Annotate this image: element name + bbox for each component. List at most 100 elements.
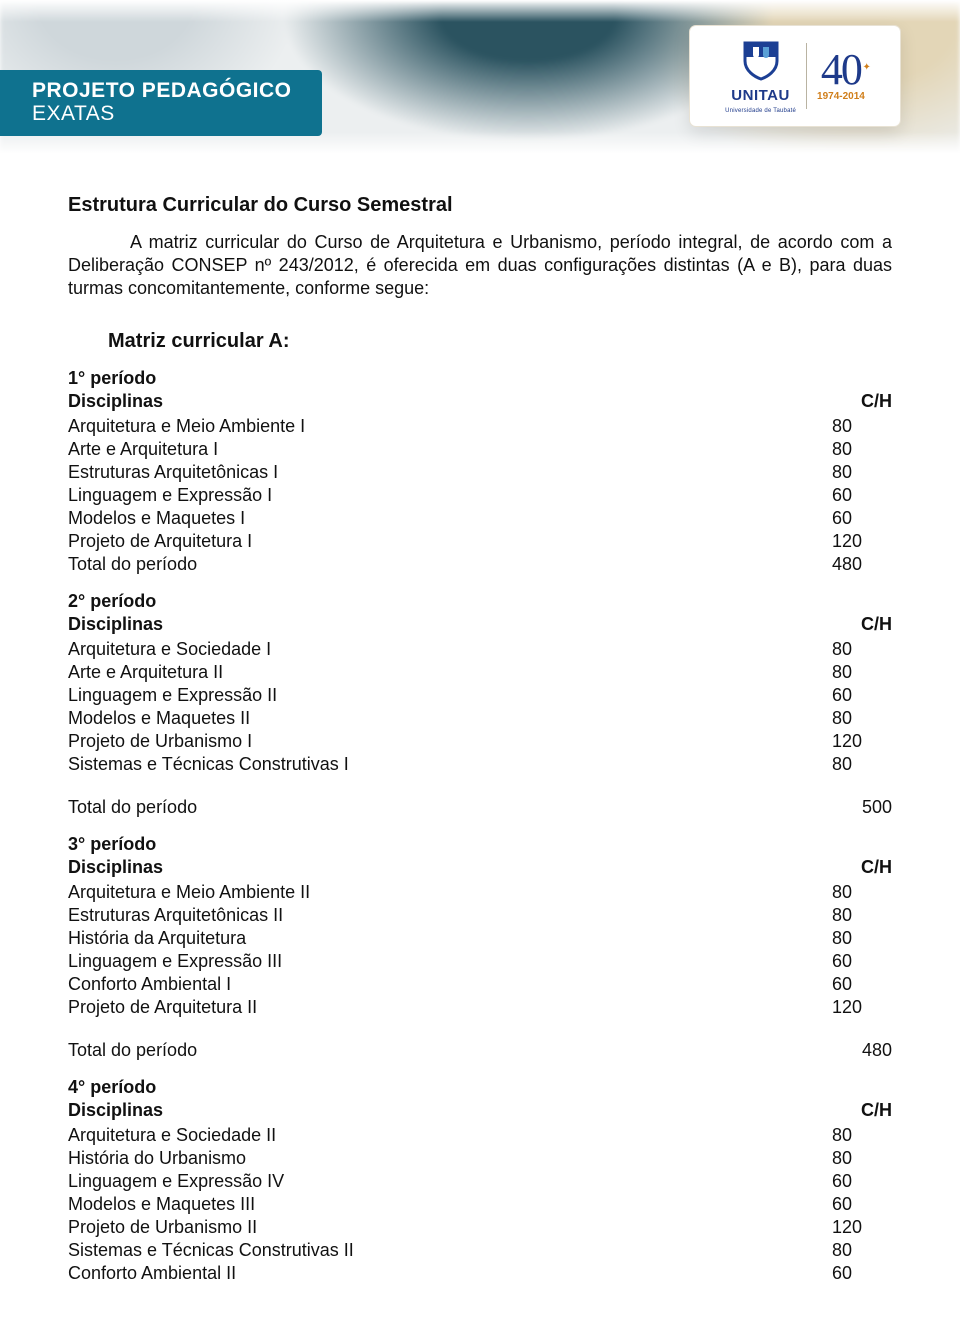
discipline-name: Linguagem e Expressão IV (68, 1170, 832, 1193)
forty-years-logo: 40 ✦ 1974-2014 (817, 51, 865, 102)
discipline-row: Estruturas Arquitetônicas I80 (68, 461, 892, 484)
discipline-row: Arquitetura e Sociedade I80 (68, 638, 892, 661)
discipline-name: Arquitetura e Sociedade I (68, 638, 832, 661)
banner-title-line2: EXATAS (32, 102, 292, 126)
discipline-name: Projeto de Urbanismo I (68, 730, 832, 753)
discipline-ch: 120 (832, 530, 892, 553)
period-title: 2° período (68, 590, 892, 613)
banner-title-box: PROJETO PEDAGÓGICO EXATAS (0, 70, 322, 136)
discipline-name: Arquitetura e Sociedade II (68, 1124, 832, 1147)
discipline-row: Projeto de Urbanismo I120 (68, 730, 892, 753)
discipline-ch: 120 (832, 996, 892, 1019)
discipline-row: Linguagem e Expressão II60 (68, 684, 892, 707)
discipline-row: Arquitetura e Meio Ambiente I80 (68, 415, 892, 438)
total-value: 500 (862, 796, 892, 819)
discipline-row: Projeto de Arquitetura II120 (68, 996, 892, 1019)
discipline-row: Sistemas e Técnicas Construtivas II80 (68, 1239, 892, 1262)
period-block: 3° períodoDisciplinasC/HArquitetura e Me… (68, 833, 892, 1062)
columns-header: DisciplinasC/H (68, 613, 892, 636)
discipline-ch: 80 (832, 638, 892, 661)
period-block: 1° períodoDisciplinasC/HArquitetura e Me… (68, 367, 892, 576)
discipline-ch: 80 (832, 904, 892, 927)
discipline-row: Projeto de Urbanismo II120 (68, 1216, 892, 1239)
discipline-row: Linguagem e Expressão I60 (68, 484, 892, 507)
intro-text: A matriz curricular do Curso de Arquitet… (68, 232, 892, 298)
discipline-ch: 120 (832, 1216, 892, 1239)
discipline-name: Linguagem e Expressão III (68, 950, 832, 973)
period-block: 4° períodoDisciplinasC/HArquitetura e So… (68, 1076, 892, 1285)
columns-header: DisciplinasC/H (68, 1099, 892, 1122)
header-banner: PROJETO PEDAGÓGICO EXATAS UNITAU Univers… (0, 0, 960, 154)
total-label: Total do período (68, 1039, 197, 1062)
discipline-ch: 60 (832, 684, 892, 707)
period-total: Total do período480 (68, 553, 892, 576)
unitau-sub: Universidade de Taubaté (725, 108, 796, 114)
intro-paragraph: A matriz curricular do Curso de Arquitet… (68, 231, 892, 300)
forty-number: 40 ✦ (821, 51, 861, 89)
total-label: Total do período (68, 796, 197, 819)
discipline-name: Arquitetura e Meio Ambiente I (68, 415, 832, 438)
discipline-ch: 60 (832, 973, 892, 996)
discipline-name: Conforto Ambiental I (68, 973, 832, 996)
discipline-name: Arte e Arquitetura I (68, 438, 832, 461)
discipline-ch: 80 (832, 881, 892, 904)
period-title: 4° período (68, 1076, 892, 1099)
discipline-ch: 80 (832, 1124, 892, 1147)
col-ch: C/H (861, 856, 892, 879)
discipline-name: Projeto de Arquitetura II (68, 996, 832, 1019)
periods-container: 1° períodoDisciplinasC/HArquitetura e Me… (68, 367, 892, 1285)
discipline-row: Modelos e Maquetes I60 (68, 507, 892, 530)
discipline-name: Modelos e Maquetes I (68, 507, 832, 530)
col-disciplinas: Disciplinas (68, 1099, 163, 1122)
discipline-name: História do Urbanismo (68, 1147, 832, 1170)
discipline-ch: 60 (832, 1262, 892, 1285)
discipline-row: Linguagem e Expressão IV60 (68, 1170, 892, 1193)
total-value: 480 (832, 553, 892, 576)
discipline-row: Modelos e Maquetes III60 (68, 1193, 892, 1216)
page-heading: Estrutura Curricular do Curso Semestral (68, 194, 892, 217)
unitau-logo: UNITAU Universidade de Taubaté (725, 39, 796, 114)
discipline-row: Arte e Arquitetura I80 (68, 438, 892, 461)
discipline-ch: 80 (832, 661, 892, 684)
discipline-name: Arquitetura e Meio Ambiente II (68, 881, 832, 904)
forty-number-text: 40 (821, 45, 861, 94)
discipline-name: Estruturas Arquitetônicas II (68, 904, 832, 927)
discipline-name: Conforto Ambiental II (68, 1262, 832, 1285)
discipline-row: História da Arquitetura80 (68, 927, 892, 950)
discipline-row: Modelos e Maquetes II80 (68, 707, 892, 730)
discipline-row: Arquitetura e Meio Ambiente II80 (68, 881, 892, 904)
shield-icon (739, 39, 783, 83)
discipline-name: Projeto de Arquitetura I (68, 530, 832, 553)
discipline-ch: 80 (832, 753, 892, 776)
discipline-name: Linguagem e Expressão I (68, 484, 832, 507)
discipline-row: Arquitetura e Sociedade II80 (68, 1124, 892, 1147)
discipline-row: Arte e Arquitetura II80 (68, 661, 892, 684)
columns-header: DisciplinasC/H (68, 390, 892, 413)
discipline-ch: 60 (832, 507, 892, 530)
discipline-name: Estruturas Arquitetônicas I (68, 461, 832, 484)
discipline-ch: 80 (832, 707, 892, 730)
period-total: Total do período 480 (68, 1039, 892, 1062)
discipline-row: Sistemas e Técnicas Construtivas I80 (68, 753, 892, 776)
period-title: 3° período (68, 833, 892, 856)
discipline-name: Arte e Arquitetura II (68, 661, 832, 684)
total-value: 480 (862, 1039, 892, 1062)
matrix-title: Matriz curricular A: (108, 330, 892, 353)
document-body: Estrutura Curricular do Curso Semestral … (0, 154, 960, 1305)
logo-card: UNITAU Universidade de Taubaté 40 ✦ 1974… (690, 26, 900, 126)
discipline-name: Projeto de Urbanismo II (68, 1216, 832, 1239)
discipline-name: Modelos e Maquetes II (68, 707, 832, 730)
period-block: 2° períodoDisciplinasC/HArquitetura e So… (68, 590, 892, 819)
discipline-name: Modelos e Maquetes III (68, 1193, 832, 1216)
discipline-row: Conforto Ambiental I60 (68, 973, 892, 996)
discipline-ch: 60 (832, 1170, 892, 1193)
col-disciplinas: Disciplinas (68, 613, 163, 636)
total-label: Total do período (68, 553, 832, 576)
banner-title-line1: PROJETO PEDAGÓGICO (32, 80, 292, 102)
discipline-name: Sistemas e Técnicas Construtivas I (68, 753, 832, 776)
col-ch: C/H (861, 390, 892, 413)
period-total: Total do período 500 (68, 796, 892, 819)
discipline-ch: 60 (832, 484, 892, 507)
columns-header: DisciplinasC/H (68, 856, 892, 879)
discipline-name: História da Arquitetura (68, 927, 832, 950)
